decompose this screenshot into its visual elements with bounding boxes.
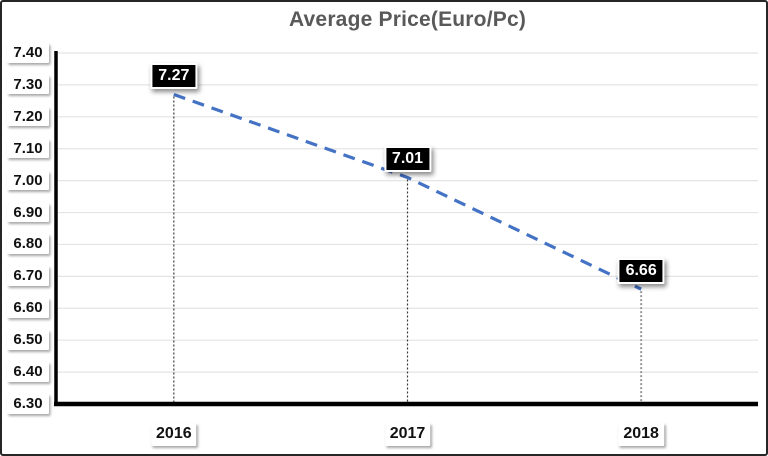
series-line — [173, 92, 642, 291]
chart-title: Average Price(Euro/Pc) — [288, 8, 527, 31]
